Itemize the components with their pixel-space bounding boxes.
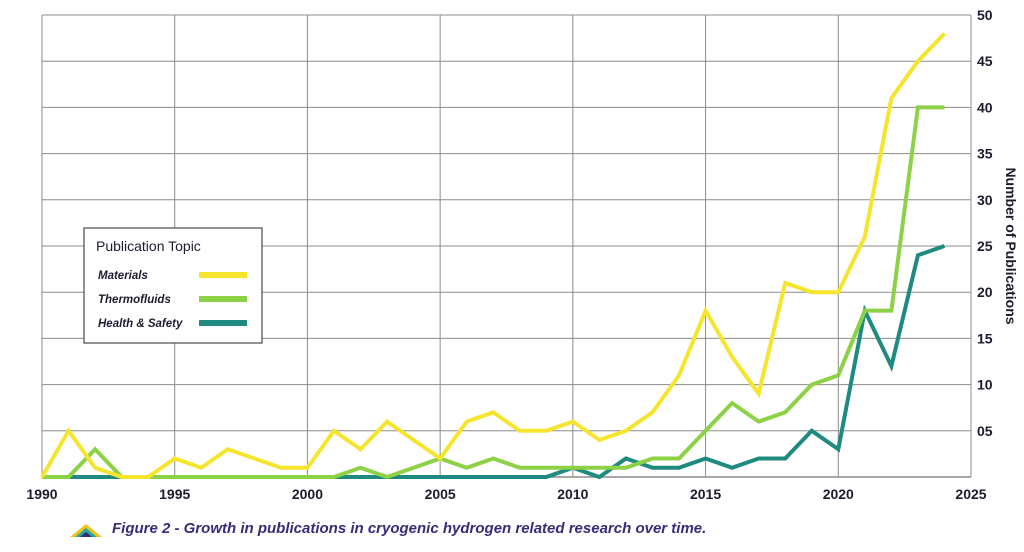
legend-label: Thermofluids: [98, 294, 171, 306]
series-line-thermofluids: [42, 105, 945, 480]
y-tick-label: 10: [977, 377, 993, 393]
y-axis-ticks: 05 10 15 20 25 30 35 40 45 50: [977, 7, 993, 439]
figure-caption: Figure 2 - Growth in publications in cry…: [112, 520, 707, 537]
legend-label: Health & Safety: [98, 318, 183, 330]
x-tick-label: 1995: [159, 486, 190, 502]
x-tick-label: 1990: [26, 486, 57, 502]
y-tick-label: 40: [977, 99, 993, 115]
y-axis-label: Number of Publications: [1003, 167, 1019, 324]
x-tick-label: 2020: [823, 486, 854, 502]
y-tick-label: 50: [977, 7, 993, 23]
legend: Publication Topic Materials Thermofluids H…: [83, 227, 263, 344]
series-line-materials: [40, 32, 946, 479]
brand-logo-icon: [70, 524, 102, 537]
legend-title: Publication Topic: [96, 238, 201, 254]
y-tick-label: 30: [977, 192, 993, 208]
x-tick-label: 2015: [690, 486, 721, 502]
chart-lines: [40, 32, 946, 480]
x-tick-label: 2000: [292, 486, 323, 502]
x-tick-label: 2025: [955, 486, 986, 502]
x-axis-ticks: 1990 1995 2000 2005 2010 2015 2020 2025: [26, 486, 986, 502]
x-tick-label: 2005: [425, 486, 456, 502]
y-tick-label: 25: [977, 238, 993, 254]
y-tick-label: 45: [977, 53, 993, 69]
x-tick-label: 2010: [557, 486, 588, 502]
y-tick-label: 35: [977, 146, 993, 162]
legend-label: Materials: [98, 270, 148, 282]
y-tick-label: 05: [977, 423, 993, 439]
y-tick-label: 15: [977, 330, 993, 346]
y-tick-label: 20: [977, 284, 993, 300]
